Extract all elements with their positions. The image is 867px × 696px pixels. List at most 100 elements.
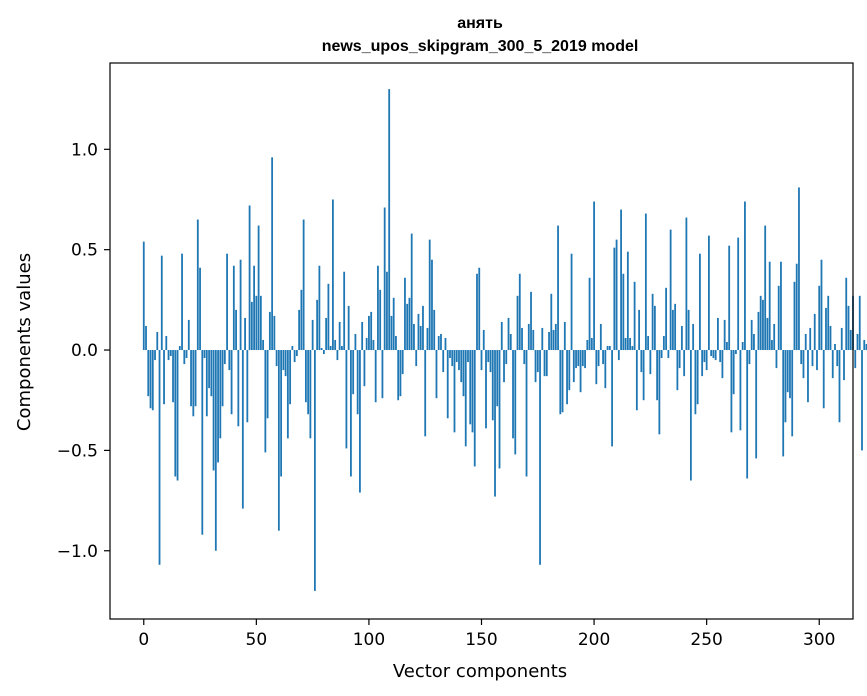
bar [289,350,292,405]
chart-title: анять [457,15,503,32]
bar [356,350,359,415]
bar [532,329,535,351]
bar [829,325,832,351]
bar [584,350,586,369]
bar [757,311,760,351]
bar [615,239,618,351]
y-tick-label: 1.0 [71,140,98,160]
bar [644,213,647,351]
bar [424,350,427,437]
bar [665,287,668,351]
bar [192,350,195,417]
bar [671,309,674,351]
bar [818,285,821,351]
bar [534,350,537,383]
bar [160,255,163,351]
bars-group [142,89,867,591]
bar [264,350,267,453]
bar [440,333,442,351]
bar [723,319,726,351]
bar [250,301,253,351]
bar [433,309,436,351]
bar [543,350,546,377]
bar [764,225,767,351]
bar [780,261,782,351]
bar [469,350,472,425]
bar [694,350,697,415]
bar [579,350,582,393]
bar [145,325,147,351]
bar [809,327,812,351]
bar [446,350,449,419]
bar [379,289,382,351]
plot-frame [109,62,854,620]
bar [275,350,278,367]
bar [676,350,679,391]
bar [708,235,710,351]
bar [662,335,665,351]
bar [588,277,591,351]
bar [775,350,778,369]
bar [527,323,530,351]
bar [836,350,839,367]
bar [217,350,219,463]
x-axis-label: Vector components [393,661,567,682]
bar [523,350,526,365]
bar [381,350,384,399]
bar [847,305,850,351]
y-axis-label: Components values [14,253,35,431]
bar [498,350,501,469]
bar [768,261,771,351]
bar [178,346,181,351]
bar [759,295,762,351]
bar [669,229,672,351]
bar [399,350,402,397]
bar [496,350,499,407]
bar [674,303,677,351]
bar [849,329,852,351]
bar [313,350,316,591]
bar [318,265,321,351]
bar [368,315,370,351]
bar [221,350,224,407]
bar [744,201,746,351]
bar [861,350,863,451]
bar [728,245,731,351]
x-tick-label: 100 [353,630,385,650]
bar [753,333,755,351]
bar [680,325,683,351]
bar [541,327,544,351]
bar [518,273,521,351]
bar [782,350,785,457]
bar [791,350,794,437]
bar [678,350,681,369]
bar [201,350,204,535]
bar [302,219,305,351]
bar [176,350,179,481]
bar [617,350,620,361]
x-tick-label: 300 [803,630,835,650]
bar [719,350,722,363]
bar [624,337,627,351]
bar [649,350,652,375]
bar [404,277,406,351]
bar [228,350,231,371]
bar [539,350,541,565]
bar [392,297,395,351]
bar [271,157,274,351]
bar [802,350,805,379]
bar [435,350,438,399]
bar [471,350,474,433]
bar [710,350,713,357]
bar [291,346,294,351]
bar [464,350,467,447]
bar [426,327,429,351]
bar [388,89,391,351]
bar [237,350,240,427]
bar [696,350,699,405]
bar [858,295,861,351]
bar [332,199,334,351]
bar [590,337,593,351]
bar [158,350,161,565]
bar [370,311,373,351]
